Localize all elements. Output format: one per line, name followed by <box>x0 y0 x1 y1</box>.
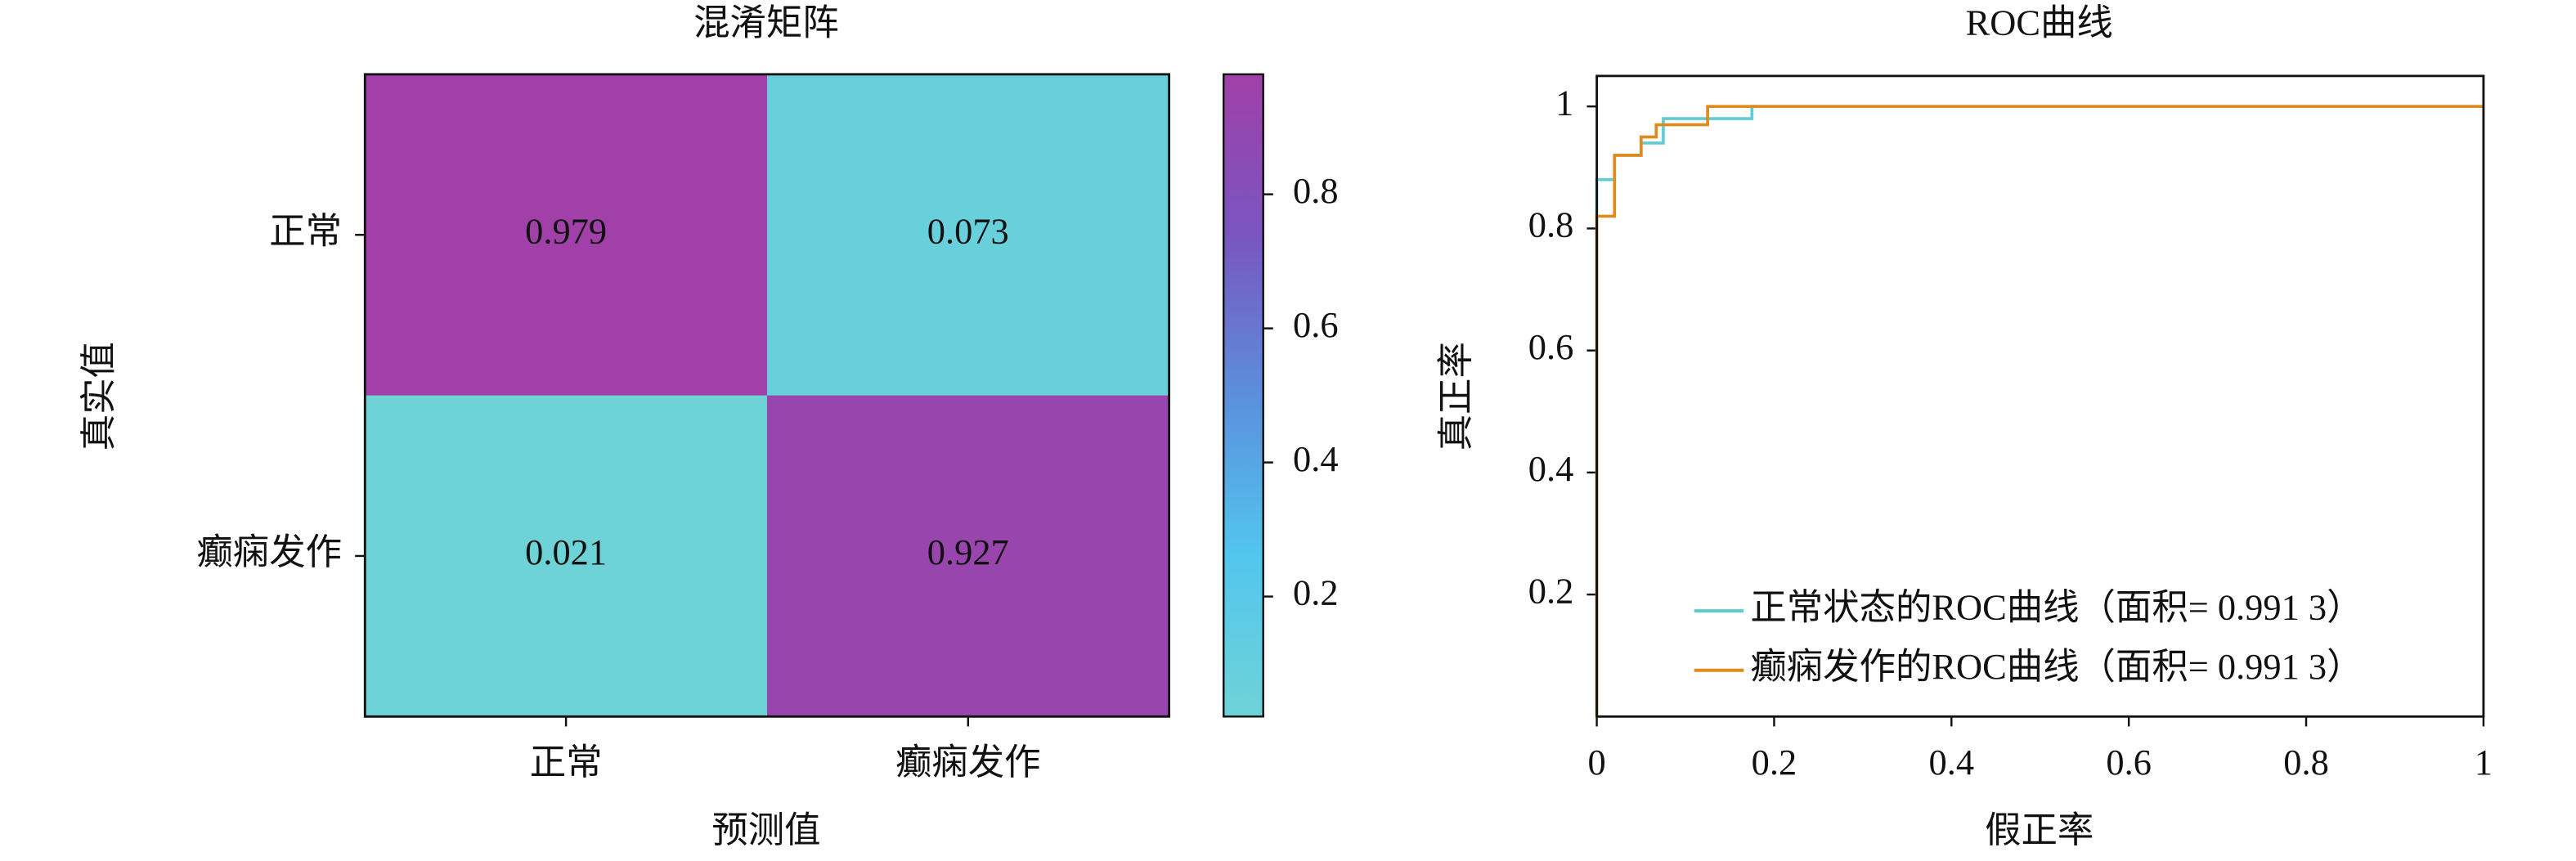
x-tick-label: 0.6 <box>2106 742 2152 783</box>
y-axis-label: 真实值 <box>78 342 119 451</box>
x-axis-label: 假正率 <box>1985 809 2094 850</box>
legend-label: 正常状态的ROC曲线（面积= 0.991 3） <box>1750 586 2363 627</box>
plot-frame <box>1595 74 2485 718</box>
heatmap-cell <box>766 395 1170 718</box>
plot-frame <box>363 73 1171 718</box>
cell-label: 0.021 <box>525 531 607 572</box>
colorbar-tick-label: 0.6 <box>1293 304 1339 345</box>
y-tick-label: 0.4 <box>1528 448 1574 489</box>
roc-title: ROC曲线 <box>1966 2 2113 43</box>
cell-label: 0.073 <box>927 210 1009 251</box>
x-tick-label: 0.4 <box>1929 742 1975 783</box>
y-tick-label: 1 <box>1555 82 1573 123</box>
colorbar-tick-label: 0.2 <box>1293 572 1339 613</box>
cell-label: 0.927 <box>927 531 1009 572</box>
cell-label: 0.979 <box>525 210 607 251</box>
colorbar <box>1223 73 1264 718</box>
x-tick-label: 0.8 <box>2283 742 2329 783</box>
roc-line <box>1595 105 2484 717</box>
heatmap-cell <box>766 74 1170 397</box>
y-tick-label: 正常 <box>269 210 342 251</box>
x-axis-label: 预测值 <box>711 809 820 850</box>
y-tick-label: 0.2 <box>1528 570 1574 611</box>
legend-label: 癫痫发作的ROC曲线（面积= 0.991 3） <box>1750 646 2363 687</box>
x-tick-label: 1 <box>2475 742 2493 783</box>
x-tick-label: 正常 <box>530 742 603 783</box>
y-tick-label: 0.6 <box>1528 326 1574 367</box>
x-tick-label: 0.2 <box>1752 742 1797 783</box>
y-tick-label: 癫痫发作 <box>196 531 342 572</box>
y-axis-label: 真正率 <box>1435 342 1476 451</box>
y-tick-label: 0.8 <box>1528 204 1574 245</box>
x-tick-label: 0 <box>1587 742 1605 783</box>
heatmap-cell <box>365 395 768 718</box>
colorbar-tick-label: 0.8 <box>1293 170 1339 211</box>
colorbar-tick-label: 0.4 <box>1293 438 1339 479</box>
x-tick-label: 癫痫发作 <box>895 742 1041 783</box>
heatmap-cell <box>365 74 768 397</box>
heatmap-title: 混淆矩阵 <box>693 2 839 43</box>
